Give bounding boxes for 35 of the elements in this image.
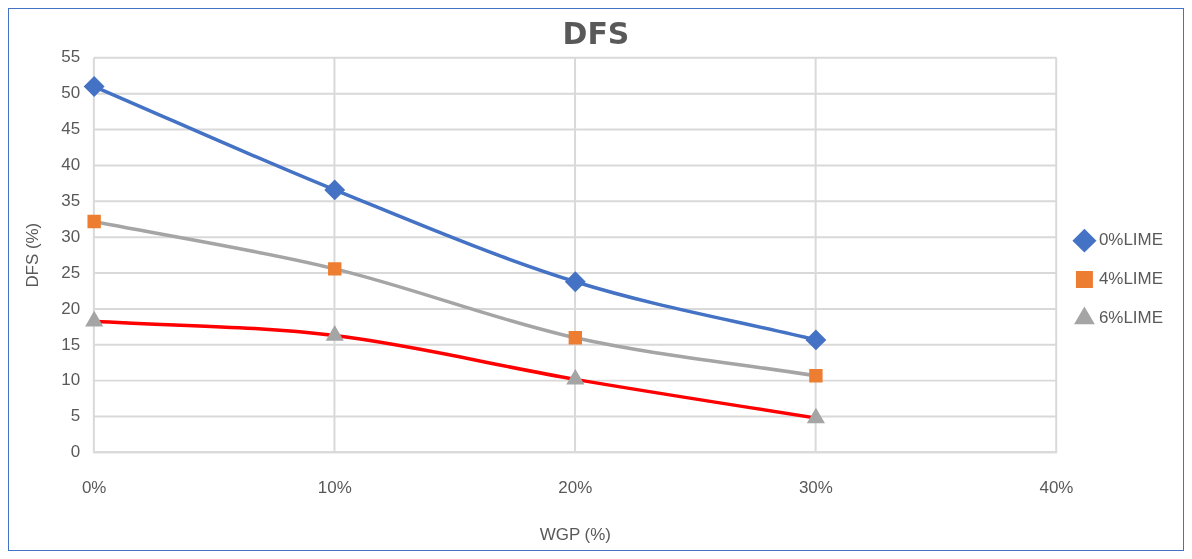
point <box>806 330 826 350</box>
y-tick-label: 50 <box>61 83 81 103</box>
point <box>809 369 823 383</box>
y-tick-label: 35 <box>61 191 81 211</box>
y-axis-title: DFS (%) <box>22 222 42 288</box>
y-tick-label: 0 <box>70 442 81 462</box>
x-tick-label: 40% <box>1039 478 1074 498</box>
x-tick-label: 10% <box>317 478 352 498</box>
y-tick-label: 20 <box>61 298 81 318</box>
y-tick-label: 45 <box>61 119 81 139</box>
x-axis-title: WGP (%) <box>539 524 611 544</box>
chart-title: DFS <box>562 15 630 51</box>
legend-label: 4%LIME <box>1098 269 1163 289</box>
x-tick-label: 30% <box>798 478 833 498</box>
y-tick-label: 5 <box>70 406 81 426</box>
point <box>808 409 824 424</box>
point <box>328 262 342 276</box>
point <box>568 331 583 345</box>
x-tick-label: 0% <box>81 478 107 498</box>
legend-label: 0%LIME <box>1098 230 1163 250</box>
y-tick-label: 10 <box>61 370 81 390</box>
point <box>326 326 343 341</box>
point <box>567 370 584 385</box>
point <box>565 272 586 292</box>
point <box>84 76 104 97</box>
y-tick-label: 15 <box>61 334 81 354</box>
y-tick-label: 30 <box>61 226 81 246</box>
point <box>86 312 102 327</box>
y-tick-label: 40 <box>61 155 81 175</box>
y-tick-label: 25 <box>61 262 81 282</box>
point <box>87 214 101 229</box>
legend-label: 6%LIME <box>1098 308 1163 328</box>
point <box>325 180 345 200</box>
y-tick-label: 55 <box>61 47 81 67</box>
x-tick-label: 20% <box>558 478 593 498</box>
